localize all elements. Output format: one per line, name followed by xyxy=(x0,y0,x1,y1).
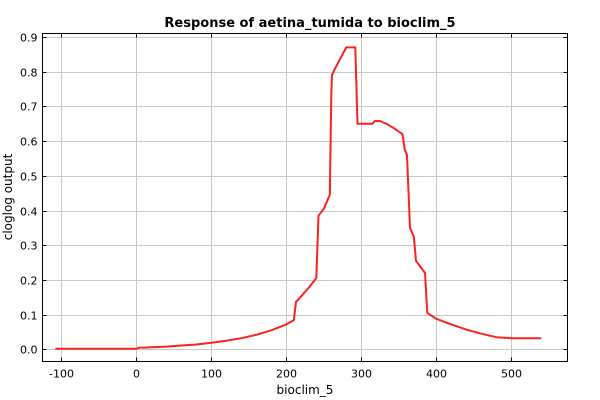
y-tick-label: 0.0 xyxy=(20,344,38,357)
x-tick-label: 0 xyxy=(133,368,140,381)
x-tick-label: 100 xyxy=(201,368,222,381)
x-tick-label: 500 xyxy=(501,368,522,381)
y-tick-label: 0.3 xyxy=(20,240,38,253)
y-tick-label: 0.7 xyxy=(20,101,38,114)
grid-layer xyxy=(42,33,568,362)
y-tick-label: 0.9 xyxy=(20,32,38,45)
x-tick-label: 200 xyxy=(276,368,297,381)
y-tick-label: 0.8 xyxy=(20,67,38,80)
y-tick-label: 0.6 xyxy=(20,136,38,149)
y-tick-label: 0.2 xyxy=(20,275,38,288)
y-axis-label: cloglog output xyxy=(1,153,15,240)
x-axis-label: bioclim_5 xyxy=(277,383,334,397)
plot-frame xyxy=(42,33,568,362)
y-tick-label: 0.1 xyxy=(20,310,38,323)
y-tick-label: 0.4 xyxy=(20,206,38,219)
tick-layer: -100 0 100 200 300 400 500 0.0 0.1 0.2 0.3 0.4 0.5 0.… xyxy=(20,32,568,381)
series-line xyxy=(55,46,542,350)
x-tick-label: -100 xyxy=(49,368,74,381)
y-tick-label: 0.5 xyxy=(20,171,38,184)
chart-title: Response of aetina_tumida to bioclim_5 xyxy=(164,16,455,31)
x-tick-label: 300 xyxy=(351,368,372,381)
series-layer xyxy=(55,46,542,350)
x-tick-label: 400 xyxy=(426,368,447,381)
